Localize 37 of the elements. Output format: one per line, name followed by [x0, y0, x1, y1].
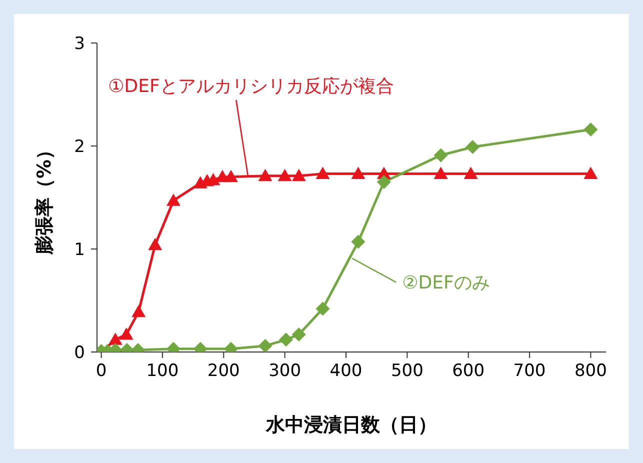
y-tick-label: 2	[74, 137, 85, 158]
point	[108, 332, 122, 345]
point	[376, 175, 391, 190]
point	[258, 338, 272, 352]
x-tick-label: 400	[330, 361, 362, 382]
point	[464, 166, 478, 180]
point	[132, 304, 146, 318]
point	[434, 148, 448, 162]
x-axis-title: 水中浸漬日数（日）	[265, 414, 437, 436]
y-tick-label: 0	[74, 343, 85, 364]
point	[278, 168, 292, 182]
point	[224, 170, 238, 182]
x-tick-label: 0	[96, 361, 107, 382]
annotation: ①DEFとアルカリシリカ反応が複合	[108, 76, 394, 97]
point	[584, 122, 598, 137]
x-tick-label: 200	[207, 361, 240, 382]
y-tick-label: 3	[74, 34, 85, 54]
point	[258, 168, 272, 182]
x-tick-label: 300	[268, 361, 302, 382]
x-tick-label: 800	[574, 361, 607, 382]
point	[351, 234, 366, 249]
x-tick-label: 700	[513, 361, 546, 382]
point	[166, 194, 180, 206]
point	[434, 166, 448, 180]
point	[119, 327, 134, 340]
x-tick-label: 500	[390, 361, 424, 382]
point	[292, 168, 306, 182]
point	[316, 166, 330, 180]
x-tick-label: 100	[146, 361, 179, 382]
y-tick-label: 1	[74, 240, 85, 260]
annotation: ②DEFのみ	[402, 272, 490, 294]
point	[351, 166, 366, 180]
x-tick-label: 600	[452, 361, 485, 382]
point	[148, 238, 162, 250]
point	[466, 140, 480, 154]
y-axis-title: 膨張率（%）	[34, 140, 56, 256]
point	[584, 166, 598, 180]
